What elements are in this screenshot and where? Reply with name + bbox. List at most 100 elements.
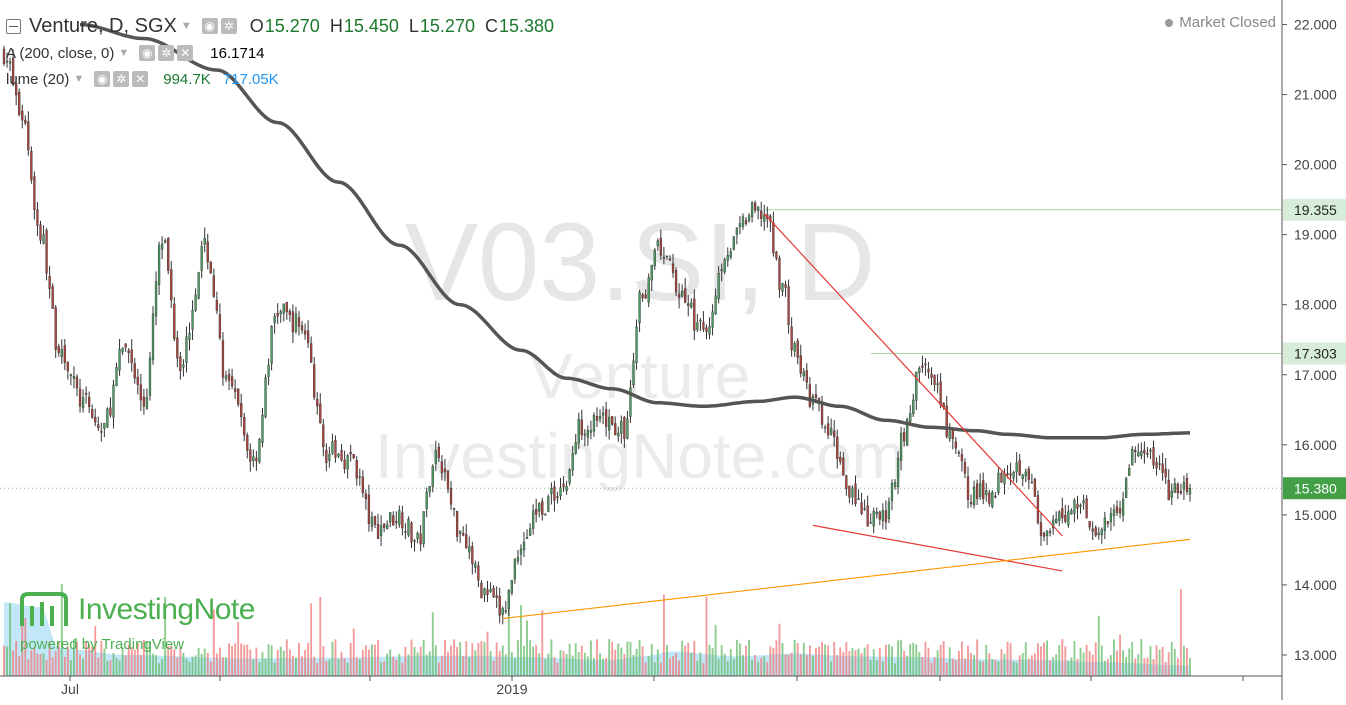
eye-icon[interactable]: ◉ bbox=[94, 71, 111, 87]
volume-bar bbox=[830, 661, 833, 676]
candle-body bbox=[988, 492, 991, 504]
gear-icon[interactable]: ✲ bbox=[113, 71, 130, 87]
close-icon[interactable]: ✕ bbox=[177, 45, 194, 61]
chevron-down-icon[interactable]: ▼ bbox=[118, 47, 130, 59]
volume-bar bbox=[647, 655, 650, 676]
volume-bar bbox=[945, 662, 948, 676]
volume-label[interactable]: lume (20) bbox=[6, 70, 70, 88]
candle-body bbox=[757, 206, 760, 211]
candle-body bbox=[532, 510, 535, 529]
volume-bar bbox=[516, 640, 519, 676]
candle-body bbox=[182, 364, 185, 368]
candle-body bbox=[665, 255, 669, 258]
volume-value: 994.7K bbox=[163, 70, 211, 88]
candle-body bbox=[909, 413, 912, 422]
volume-bar bbox=[203, 648, 206, 676]
candle-body bbox=[626, 418, 629, 439]
candle-body bbox=[452, 508, 456, 510]
candle-body bbox=[714, 295, 717, 315]
candle-body bbox=[1088, 521, 1091, 528]
volume-bar bbox=[82, 658, 85, 676]
gear-icon[interactable]: ✲ bbox=[220, 18, 237, 34]
volume-bar bbox=[875, 659, 878, 676]
candle-body bbox=[647, 277, 650, 303]
eye-icon[interactable]: ◉ bbox=[201, 18, 218, 34]
candle-body bbox=[1185, 478, 1189, 492]
candle-body bbox=[611, 416, 614, 425]
volume-bar bbox=[547, 653, 550, 676]
volume-bar bbox=[900, 639, 903, 676]
candle-body bbox=[419, 533, 422, 545]
volume-bar bbox=[63, 656, 66, 676]
candle-body bbox=[519, 548, 523, 555]
volume-bar bbox=[653, 662, 656, 676]
candle-body bbox=[538, 503, 541, 512]
volume-bar bbox=[982, 661, 985, 676]
candle-body bbox=[589, 430, 593, 433]
volume-bar bbox=[237, 622, 240, 676]
candle-body bbox=[154, 281, 158, 317]
candle-body bbox=[583, 433, 586, 436]
volume-bar bbox=[951, 658, 954, 676]
candle-body bbox=[404, 531, 407, 533]
volume-bar bbox=[234, 643, 237, 676]
close-icon[interactable]: ✕ bbox=[132, 71, 149, 87]
candle-body bbox=[115, 367, 118, 386]
candle-body bbox=[188, 332, 191, 341]
candle-body bbox=[878, 511, 881, 520]
volume-bar bbox=[179, 647, 182, 676]
candle-body bbox=[1109, 513, 1113, 522]
candle-body bbox=[1124, 478, 1128, 498]
volume-bar bbox=[614, 649, 617, 676]
candle-body bbox=[1076, 503, 1079, 509]
volume-bar bbox=[42, 653, 45, 676]
candle-body bbox=[392, 515, 395, 526]
volume-bar bbox=[824, 644, 827, 676]
eye-icon[interactable]: ◉ bbox=[139, 45, 156, 61]
candle-body bbox=[291, 311, 295, 333]
volume-bar bbox=[1064, 646, 1067, 676]
candle-body bbox=[924, 363, 927, 366]
gear-icon[interactable]: ✲ bbox=[158, 45, 175, 61]
volume-bar bbox=[523, 645, 525, 676]
chevron-down-icon[interactable]: ▼ bbox=[180, 20, 192, 32]
volume-bar bbox=[550, 639, 553, 676]
ma-label[interactable]: A (200, close, 0) bbox=[6, 44, 115, 62]
candle-body bbox=[1176, 483, 1179, 494]
volume-bar bbox=[526, 620, 528, 676]
volume-bar bbox=[559, 649, 562, 676]
volume-bar bbox=[288, 649, 291, 676]
volume-bar bbox=[891, 646, 893, 676]
volume-bar bbox=[51, 657, 54, 676]
volume-bar bbox=[88, 644, 91, 676]
candle-body bbox=[644, 294, 647, 299]
candle-body bbox=[802, 371, 805, 377]
candle-body bbox=[170, 269, 173, 301]
candle-body bbox=[495, 595, 498, 598]
candle-body bbox=[1167, 479, 1170, 501]
chevron-down-icon[interactable]: ▼ bbox=[73, 73, 85, 85]
volume-bar bbox=[991, 659, 994, 676]
candle-body bbox=[276, 313, 279, 317]
volume-bar bbox=[775, 640, 778, 676]
volume-bar bbox=[948, 647, 951, 676]
high-label: H15.450 bbox=[329, 15, 399, 36]
volume-bar bbox=[225, 657, 227, 676]
candle-body bbox=[1152, 447, 1155, 466]
volume-bar bbox=[425, 654, 428, 676]
volume-bar bbox=[6, 646, 8, 676]
volume-bar bbox=[112, 653, 115, 676]
symbol-title[interactable]: Venture, D, SGX bbox=[29, 14, 177, 37]
volume-bar bbox=[492, 661, 495, 676]
candle-body bbox=[507, 590, 510, 609]
volume-bar bbox=[909, 644, 912, 676]
collapse-icon[interactable] bbox=[6, 18, 21, 34]
candle-body bbox=[1082, 500, 1085, 504]
volume-bar bbox=[358, 658, 361, 676]
volume-bar bbox=[389, 649, 392, 676]
volume-bar bbox=[149, 642, 151, 676]
volume-bar bbox=[854, 650, 857, 676]
volume-bar bbox=[264, 658, 267, 676]
